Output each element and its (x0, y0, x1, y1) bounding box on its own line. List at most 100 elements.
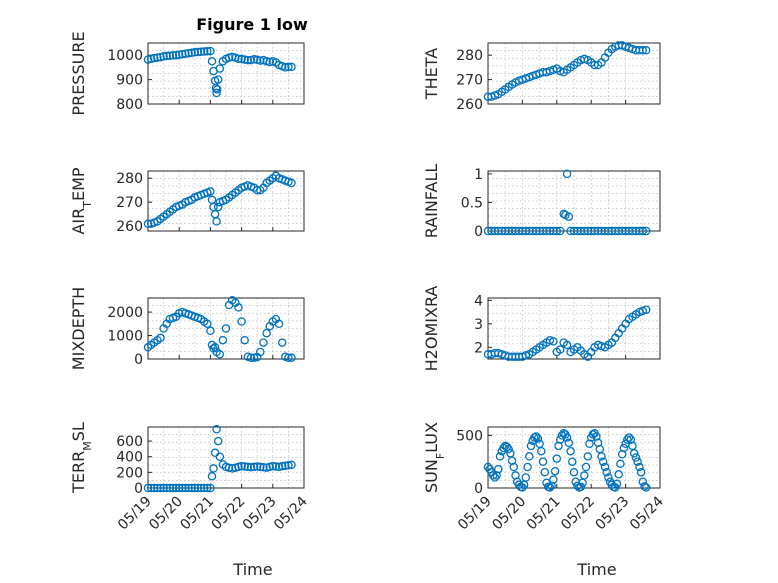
data-point (209, 464, 218, 473)
axes-frame (147, 297, 305, 360)
series-sun-flux (483, 429, 651, 492)
data-point (600, 462, 610, 472)
data-point (234, 303, 243, 312)
data-point (562, 340, 572, 350)
data-point (580, 471, 589, 480)
data-point (268, 461, 278, 471)
data-point (552, 454, 562, 463)
y-axis-label: PRESSURE (69, 31, 88, 115)
subplot-h2omixra: 2 3 4 H2OMIXRA (422, 286, 661, 371)
y-tick-label: 2 (474, 340, 483, 356)
data-point (562, 433, 572, 442)
data-point (490, 473, 500, 482)
data-point (187, 48, 196, 58)
data-point (240, 335, 249, 345)
data-point (287, 178, 296, 188)
data-point (616, 459, 625, 469)
y-axis-label: TERRMSL (69, 422, 94, 494)
data-point (562, 169, 572, 179)
data-point (641, 46, 651, 55)
y-tick-label: 500 (456, 428, 483, 444)
data-point (281, 63, 290, 72)
data-point (153, 483, 162, 493)
data-point (213, 75, 223, 84)
y-tick-label: 0 (134, 352, 143, 368)
y-tick-label: 200 (116, 465, 143, 481)
data-point (196, 483, 206, 493)
data-point (525, 452, 534, 461)
x-axis-label: Time (232, 560, 272, 579)
y-tick-label: 800 (116, 97, 143, 113)
data-point (256, 56, 265, 65)
series-rainfall (483, 169, 651, 236)
data-point (213, 436, 223, 446)
data-point (274, 319, 284, 329)
data-point (259, 338, 268, 347)
data-point (218, 335, 228, 345)
data-point (502, 442, 512, 452)
data-point (149, 483, 159, 493)
data-point (533, 434, 543, 443)
y-tick-label: 4 (474, 293, 483, 309)
data-point (614, 470, 623, 479)
data-point (564, 212, 574, 221)
data-point (488, 471, 498, 480)
series-pressure (143, 46, 296, 98)
data-point (203, 319, 212, 329)
data-point (555, 345, 565, 354)
data-point (494, 464, 503, 474)
data-point (495, 452, 505, 461)
data-point (206, 326, 215, 336)
y-tick-label: 280 (456, 48, 483, 64)
data-point (262, 328, 271, 338)
data-point (190, 48, 200, 57)
data-point (537, 446, 546, 456)
data-point (526, 441, 536, 451)
data-point (281, 461, 290, 470)
data-point (206, 187, 215, 196)
data-point (178, 49, 187, 59)
data-point (203, 483, 212, 493)
data-point (284, 353, 293, 363)
data-point (597, 452, 606, 461)
data-point (207, 57, 217, 66)
series-terr-msl (143, 425, 296, 493)
data-point (256, 347, 265, 357)
y-axis-label: MIXDEPTH (69, 287, 88, 370)
data-point (237, 461, 246, 471)
data-point (212, 425, 221, 434)
data-point (165, 483, 175, 493)
data-point (212, 88, 221, 98)
data-point (143, 483, 153, 493)
data-point (246, 353, 256, 363)
series-h2omixra (483, 305, 651, 361)
data-point (540, 467, 550, 477)
data-point (583, 452, 593, 461)
data-point (196, 47, 206, 57)
data-point (146, 483, 156, 493)
data-point (640, 482, 649, 491)
data-point (604, 473, 613, 482)
y-axis-label: THETA (422, 48, 441, 100)
data-point (641, 305, 651, 314)
data-point (252, 462, 262, 471)
data-point (564, 438, 574, 448)
data-point (156, 333, 165, 343)
data-point (277, 461, 287, 471)
data-point (509, 462, 519, 472)
data-point (190, 483, 200, 493)
data-point (156, 483, 165, 493)
data-point (213, 85, 222, 94)
x-axis-label: Time (576, 560, 616, 579)
data-point (184, 483, 193, 493)
subplot-rainfall: 0 0.5 1 RAINFALL (422, 164, 661, 240)
y-axis-label: AIRTEMP (69, 167, 94, 234)
data-point (641, 483, 651, 492)
data-point (287, 62, 296, 72)
data-point (287, 353, 296, 363)
data-point (523, 462, 532, 472)
subplot-air-temp: 260 270 280 AIRTEMP (69, 167, 305, 235)
y-tick-label: 260 (116, 219, 143, 235)
y-tick-label: 400 (116, 450, 143, 466)
data-point (215, 64, 225, 73)
